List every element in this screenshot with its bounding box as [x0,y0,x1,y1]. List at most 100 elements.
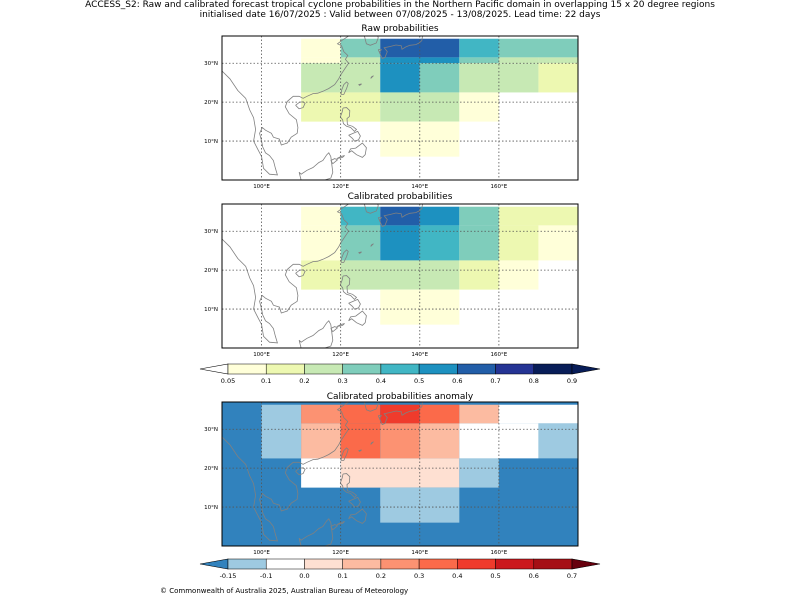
coastline [222,402,350,542]
lat-tick-label: 20°N [204,268,218,274]
probability-cell [498,260,539,290]
coastline [330,524,339,531]
lat-tick-label: 20°N [204,466,218,472]
coastline [298,320,334,348]
colorbar-extend-low [199,558,229,570]
probability-cell [459,38,499,58]
map-frame [221,35,579,181]
probability-cell [340,206,381,226]
probability-cell [459,260,499,290]
lon-tick-label: 160°E [491,352,508,358]
coastline [348,298,361,310]
coastline [378,217,383,221]
colorbar-tick-label: 0.3 [337,377,347,385]
coastline [340,447,349,461]
probability-cell [261,404,302,459]
colorbar-tick-label: -0.1 [260,572,273,580]
coastline [370,441,374,445]
colorbar-tick-label: 0.9 [567,377,577,385]
coastline [348,496,361,508]
probability-cell [301,260,341,290]
lon-tick-label: 120°E [332,352,349,358]
colorbar-segment [418,558,458,570]
map-frame [221,401,579,547]
coastline [378,49,383,53]
colorbar-tick-label: 0.7 [490,377,500,385]
coastline [339,275,358,300]
coastline [348,310,367,326]
probability-cell [498,206,578,226]
colorbar-tick-label: 0.2 [376,572,386,580]
probability-cell [301,63,341,93]
colorbar-tick-label: 0.7 [567,572,577,580]
colorbar-segment [380,558,420,570]
probability-cell [301,38,341,58]
colorbar-tick-label: 0.3 [414,572,424,580]
coastline [370,75,374,79]
coastline [364,204,379,214]
probability-cell [340,260,460,290]
coastline [336,521,345,525]
coastline [336,155,345,159]
coastline [377,36,423,60]
coastline [339,107,358,132]
colorbar-segment [265,558,305,570]
probability-cell [538,63,578,93]
coastline [377,402,423,426]
coastline [358,251,362,254]
probability-cell [498,225,539,261]
probability-cell [459,458,499,488]
lon-tick-label: 120°E [332,184,349,190]
panel-title-calibrated: Calibrated probabilities [347,192,453,202]
coastline [370,243,374,247]
lon-tick-label: 160°E [491,184,508,190]
map-frame [221,203,579,349]
panel-title-raw: Raw probabilities [361,24,439,34]
coastline [222,204,350,344]
probability-cell [301,57,341,64]
lat-tick-label: 30°N [204,61,218,67]
probability-cell [380,57,460,64]
probability-cell [301,404,341,424]
probability-cell [459,57,499,64]
probability-cell [419,63,460,93]
colorbar-tick-label: 0.8 [529,377,539,385]
probability-cell [459,92,499,122]
colorbar-tick-label: 0.2 [299,377,309,385]
coastline [348,142,367,158]
probability-cell [498,38,578,58]
coastline [348,508,367,524]
colorbar-segment [457,558,496,570]
probability-cell [301,458,341,488]
probability-cell [419,206,460,226]
lat-tick-label: 10°N [204,505,218,511]
probability-cell [340,404,381,424]
lon-tick-label: 100°E [253,184,270,190]
lat-tick-label: 30°N [204,427,218,433]
figure-title-line2: initialised date 16/07/2025 : Valid betw… [199,10,601,20]
probability-cell [380,38,460,58]
coastline [358,83,362,86]
coastline [339,473,358,498]
colorbar-segment [304,558,343,570]
probability-cell [459,404,499,424]
lon-tick-label: 140°E [411,550,428,556]
coastline [298,518,334,546]
copyright-notice: © Commonwealth of Australia 2025, Austra… [160,587,409,595]
colorbar-segment [533,558,573,570]
lon-tick-label: 160°E [491,550,508,556]
colorbar-segment [495,558,535,570]
coastline [330,158,339,165]
probability-cell [340,38,381,58]
colorbar-tick-label: 0.0 [299,572,309,580]
coastline [358,449,362,452]
probability-cell [340,57,381,64]
figure-title-line1: ACCESS_S2: Raw and calibrated forecast t… [85,0,715,10]
lon-tick-label: 140°E [411,352,428,358]
panel-title-anomaly: Calibrated probabilities anomaly [326,392,474,402]
colorbar-tick-label: 0.6 [529,572,539,580]
